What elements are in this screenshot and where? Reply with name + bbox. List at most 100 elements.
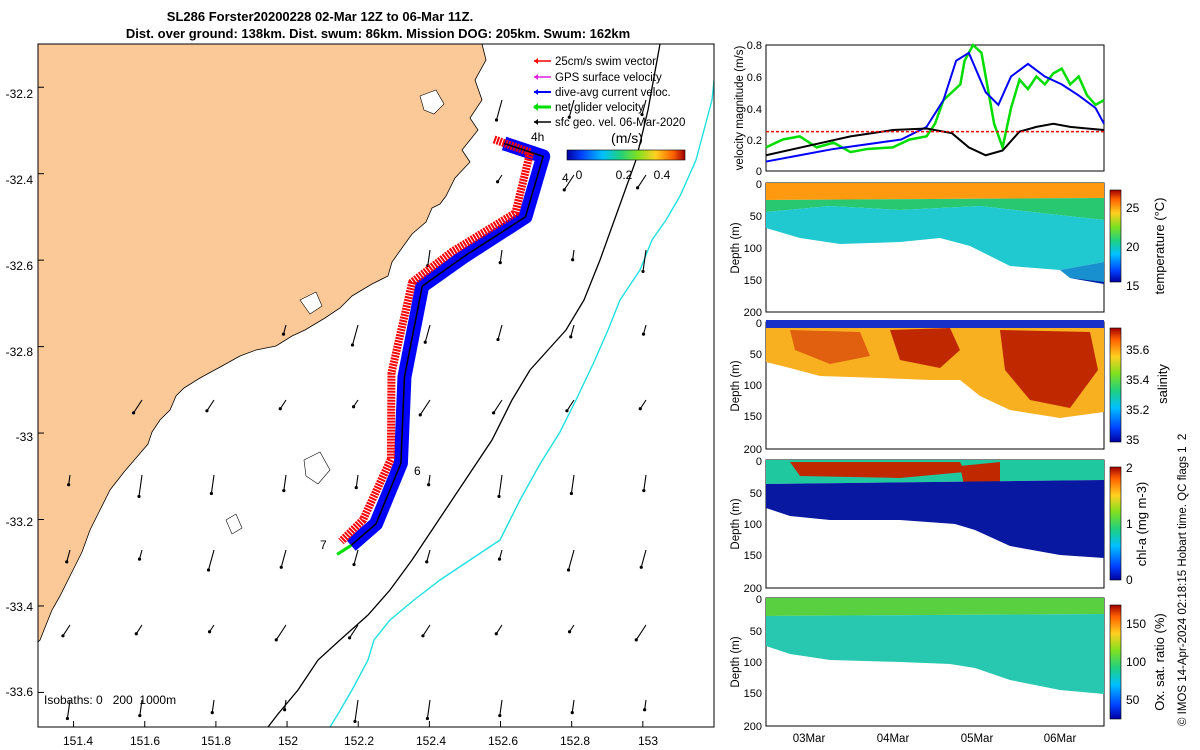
geostrophic-arrow-head xyxy=(497,494,501,499)
geostrophic-arrow xyxy=(570,324,575,337)
velocity-y-tick: 0.6 xyxy=(747,72,762,84)
legend-label: sfc geo. vel. 06-Mar-2020 xyxy=(555,117,685,129)
geostrophic-arrow-head xyxy=(281,332,286,336)
track-label: 7 xyxy=(320,538,327,552)
geostrophic-arrow xyxy=(426,699,431,719)
velocity-series-line xyxy=(765,51,1105,163)
geostrophic-arrow-head xyxy=(423,340,427,344)
geostrophic-arrow-head xyxy=(570,711,574,715)
oxygen-panel: Depth (m) 0 50 100 150 200 50 100 150 Ox… xyxy=(730,594,1167,733)
geostrophic-arrow xyxy=(280,549,287,568)
geostrophic-arrow xyxy=(210,474,215,494)
glider-track-line xyxy=(350,142,545,547)
geostrophic-arrow-head xyxy=(491,411,496,415)
depth-tick: 50 xyxy=(750,488,762,500)
velocity-y-tick: 0.4 xyxy=(747,104,762,116)
geostrophic-arrow-head xyxy=(565,409,569,413)
colorbar-tick: 35.2 xyxy=(1126,403,1150,417)
depth-tick: 200 xyxy=(744,583,762,595)
temperature-field-deep xyxy=(1060,262,1104,284)
geostrophic-arrow-head xyxy=(65,716,70,721)
oxygen-ylabel: Depth (m) xyxy=(730,636,742,687)
geostrophic-arrow xyxy=(495,624,503,635)
map-x-axis: 151.4 151.6 151.8 152 152.2 152.4 152.6 … xyxy=(63,734,658,748)
depth-tick: 0 xyxy=(756,594,762,606)
geostrophic-arrow-head xyxy=(634,638,638,642)
oxygen-field-main xyxy=(766,614,1104,694)
depth-tick: 150 xyxy=(744,688,762,700)
geostrophic-arrow-head xyxy=(350,343,355,347)
geostrophic-arrow xyxy=(349,624,359,639)
geostrophic-arrow xyxy=(572,249,575,260)
map-panel: 4h 4 6 7 Isobaths: 0 200 1000m 25cm/s sw… xyxy=(6,43,715,748)
geostrophic-arrow xyxy=(279,399,287,410)
geostrophic-arrow-head xyxy=(498,261,502,265)
geostrophic-arrow xyxy=(353,549,359,565)
isobath-200m xyxy=(267,44,661,727)
geostrophic-arrow xyxy=(284,699,287,710)
chlorophyll-bloom xyxy=(790,462,965,478)
geostrophic-arrow xyxy=(570,474,575,494)
title-line-2: Dist. over ground: 138km. Dist. swum: 86… xyxy=(126,26,630,41)
depth-tick: 200 xyxy=(744,721,762,733)
colorbar-tick: 35 xyxy=(1126,433,1140,447)
geostrophic-arrow-head xyxy=(569,491,574,496)
salinity-core-3 xyxy=(790,330,870,364)
temperature-ylabel: Depth (m) xyxy=(730,222,742,273)
net-velocity-arrow xyxy=(336,544,352,556)
geostrophic-arrows xyxy=(38,86,647,727)
map-colorbar-tick: 0.4 xyxy=(654,168,671,182)
geostrophic-arrow-head xyxy=(138,713,142,718)
depth-tick: 100 xyxy=(744,519,762,531)
date-tick: 04Mar xyxy=(877,733,910,745)
legend-label: dive-avg current veloc. xyxy=(555,87,671,99)
legend-entry-gps: GPS surface velocity xyxy=(534,72,662,84)
estuary-shape xyxy=(303,451,331,485)
velocity-y-tick: 0.8 xyxy=(747,40,762,52)
track-label: 6 xyxy=(414,464,421,478)
geostrophic-arrow xyxy=(207,549,215,571)
geostrophic-arrow-head xyxy=(425,560,429,564)
x-tick-label: 152.4 xyxy=(416,734,446,748)
geostrophic-arrow-head xyxy=(642,488,646,493)
geostrophic-arrow-head xyxy=(498,713,502,718)
geostrophic-arrow-head xyxy=(134,632,138,636)
chlorophyll-colorbar-label: chl-a (mg m-3) xyxy=(1134,482,1149,567)
geostrophic-arrow-head xyxy=(494,632,498,636)
geostrophic-arrow-head xyxy=(418,413,422,417)
salinity-panel: Depth (m) 0 50 100 150 200 35 35.2 35.4 … xyxy=(730,318,1170,456)
x-tick-label: 152.6 xyxy=(488,734,518,748)
geostrophic-arrow xyxy=(62,624,71,637)
depth-tick: 200 xyxy=(744,307,762,319)
colorbar-tick: 20 xyxy=(1126,240,1140,254)
geostrophic-arrow xyxy=(426,549,431,562)
geostrophic-arrow xyxy=(499,699,503,716)
velocity-panel: velocity magnitude (m/s) 0 0.2 0.4 0.6 0… xyxy=(734,40,1105,178)
section-panels: Depth (m) 0 50 100 150 200 15 20 25 temp… xyxy=(730,179,1170,745)
geostrophic-arrow-head xyxy=(495,180,500,184)
geostrophic-arrow-head xyxy=(571,258,575,262)
geostrophic-arrow-head xyxy=(279,565,283,569)
geostrophic-arrow-head xyxy=(131,411,136,415)
geostrophic-arrow-head xyxy=(352,562,356,567)
title-line-1: SL286 Forster20200228 02-Mar 12Z to 06-M… xyxy=(167,9,473,24)
geostrophic-arrow-head xyxy=(65,560,69,564)
oxygen-colorbar xyxy=(1109,604,1122,720)
velocity-ylabel: velocity magnitude (m/s) xyxy=(734,46,746,171)
date-tick: 03Mar xyxy=(793,733,826,745)
geostrophic-arrow-head xyxy=(205,409,209,413)
geostrophic-arrow xyxy=(571,699,575,713)
geostrophic-arrow-head xyxy=(206,568,211,572)
geostrophic-arrow xyxy=(206,399,215,412)
temperature-field-warm xyxy=(766,183,1104,200)
map-frame xyxy=(37,43,715,728)
geostrophic-arrow-head xyxy=(354,486,358,490)
geostrophic-arrow xyxy=(68,474,71,485)
geostrophic-arrow-head xyxy=(353,719,357,724)
geostrophic-arrow-head xyxy=(562,188,566,192)
geostrophic-arrow xyxy=(275,624,287,641)
geostrophic-arrow-head xyxy=(640,112,644,117)
chlorophyll-panel: Depth (m) 0 50 100 150 200 0 1 2 chl-a (… xyxy=(730,456,1149,595)
legend-label: net glider velocity xyxy=(555,102,644,114)
map-colorbar-tick: 0 xyxy=(576,168,583,182)
